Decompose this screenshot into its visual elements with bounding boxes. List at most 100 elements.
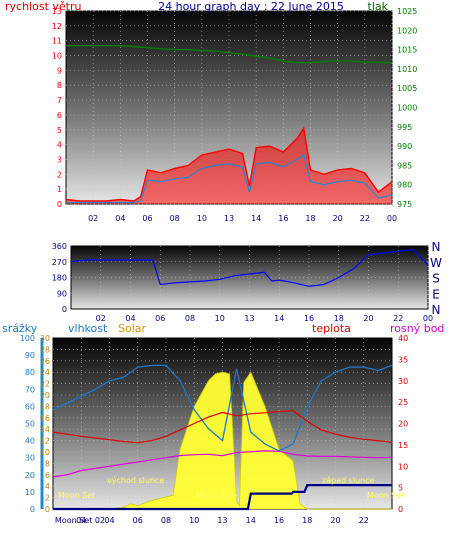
series-wind-gust-area (66, 128, 392, 204)
annotation-label: Moon Set (367, 491, 404, 500)
wind-y-tick: 11 (52, 37, 62, 46)
pressure-y-tick: 980 (397, 181, 412, 190)
solar-y-tick: 26 (40, 357, 50, 366)
panel-direction-x-tick: 14 (274, 314, 284, 323)
direction-y-tick: 360 (52, 242, 67, 251)
panel-temperature-x-tick: 14 (246, 516, 256, 525)
annotation-label: západ slunce (322, 476, 375, 485)
legend-label: teplota (312, 322, 351, 335)
wind-y-tick: 1 (57, 185, 62, 194)
wind-y-tick: 6 (57, 111, 62, 120)
wind-y-tick: 7 (57, 96, 62, 105)
solar-y-tick: 12 (40, 437, 50, 446)
humidity-y-tick: 80 (25, 368, 35, 377)
pressure-y-tick: 995 (397, 123, 412, 132)
panel-temperature-x-tick: 13 (217, 516, 227, 525)
solar-y-tick: 4 (45, 482, 50, 491)
humidity-y-tick: 40 (25, 437, 35, 446)
temperature-y-tick: 35 (398, 355, 408, 364)
humidity-y-tick: 0 (30, 505, 35, 514)
panel-wind-x-tick: 20 (333, 214, 343, 223)
direction-y-tick: 0 (62, 305, 67, 314)
pressure-y-tick: 990 (397, 142, 412, 151)
pressure-y-tick: 1000 (397, 104, 417, 113)
humidity-y-tick: 60 (25, 402, 35, 411)
pressure-y-tick: 985 (397, 161, 412, 170)
panel-direction-background (71, 246, 428, 309)
humidity-y-tick: 10 (25, 488, 35, 497)
panel-direction-x-tick: 13 (244, 314, 254, 323)
compass-label: S (432, 272, 440, 286)
series-precipitation-line (53, 484, 392, 511)
wind-y-tick: 2 (57, 170, 62, 179)
humidity-y-tick: 30 (25, 454, 35, 463)
pressure-y-tick: 1005 (397, 84, 417, 93)
pressure-y-tick: 1010 (397, 65, 417, 74)
wind-y-tick: 4 (57, 141, 62, 150)
annotation-label: východ slunce (107, 476, 164, 485)
panel-wind-x-tick: 10 (197, 214, 207, 223)
direction-y-tick: 180 (52, 274, 67, 283)
series-temperature-line (52, 410, 393, 444)
series-wind-avg-line (66, 154, 393, 204)
humidity-y-tick: 90 (25, 351, 35, 360)
wind-y-tick: 0 (57, 200, 62, 209)
humidity-y-tick: 100 (20, 334, 35, 343)
temperature-y-tick: 0 (398, 505, 403, 514)
wind-y-tick: 3 (57, 155, 62, 164)
compass-label: N (432, 240, 441, 254)
solar-y-tick: 0 (45, 505, 50, 514)
panel-wind-x-tick: 02 (88, 214, 98, 223)
panel-direction-x-tick: 02 (96, 314, 106, 323)
panel-wind-x-tick: 08 (170, 214, 180, 223)
solar-y-tick: 10 (40, 448, 50, 457)
wind-y-tick: 13 (52, 7, 62, 16)
series-dewpoint-line (52, 450, 393, 478)
solar-y-tick: 2 (45, 494, 50, 503)
wind-y-tick: 9 (57, 66, 62, 75)
humidity-y-tick: 50 (25, 420, 35, 429)
panel-wind-x-tick: 22 (360, 214, 370, 223)
series-wind-direction-line (70, 248, 429, 287)
legend-label: Solar (118, 322, 147, 335)
panel-temperature-x-tick: Moon Set 02 (55, 516, 105, 525)
wind-y-tick: 10 (52, 52, 62, 61)
temperature-y-tick: 20 (398, 420, 408, 429)
legend-label: rosný bod (390, 322, 444, 335)
pressure-y-tick: 1025 (397, 7, 417, 16)
wind-y-tick: 5 (57, 126, 62, 135)
wind-y-tick: 12 (52, 22, 62, 31)
legend-label: vlhkost (68, 322, 108, 335)
solar-y-tick: 28 (40, 345, 50, 354)
panel-wind-x-tick: 13 (224, 214, 234, 223)
panel-temperature-x-tick: 04 (104, 516, 114, 525)
panel-temperature-x-tick: 22 (359, 516, 369, 525)
solar-y-tick: 6 (45, 471, 50, 480)
solar-y-tick: 24 (40, 368, 50, 377)
series-humidity-line (52, 364, 393, 452)
pressure-y-tick: 1015 (397, 46, 417, 55)
temperature-y-tick: 5 (398, 484, 403, 493)
temperature-y-tick: 10 (398, 462, 408, 471)
humidity-y-tick: 70 (25, 385, 35, 394)
solar-y-tick: 18 (40, 402, 50, 411)
panel-direction-x-tick: 08 (185, 314, 195, 323)
pressure-y-tick: 1020 (397, 26, 417, 35)
chart-title: 24 hour graph day : 22 June 2015 (158, 0, 344, 13)
panel-temperature-x-tick: 04 (76, 516, 86, 525)
panel-temperature-x-tick: 10 (189, 516, 199, 525)
panel-direction-x-tick: 18 (334, 314, 344, 323)
panel-direction-x-tick: 06 (155, 314, 165, 323)
solar-y-tick: 16 (40, 414, 50, 423)
solar-y-tick: 14 (40, 425, 50, 434)
humidity-y-tick: 20 (25, 471, 35, 480)
solar-y-tick: 8 (45, 459, 50, 468)
series-solar-line (53, 371, 392, 510)
direction-y-tick: 90 (57, 289, 67, 298)
panel-temperature-x-tick: 18 (302, 516, 312, 525)
solar-y-tick: 30 (40, 334, 50, 343)
panel-wind-x-tick: 00 (387, 214, 397, 223)
temperature-y-tick: 30 (398, 377, 408, 386)
panel-wind-x-tick: 18 (305, 214, 315, 223)
